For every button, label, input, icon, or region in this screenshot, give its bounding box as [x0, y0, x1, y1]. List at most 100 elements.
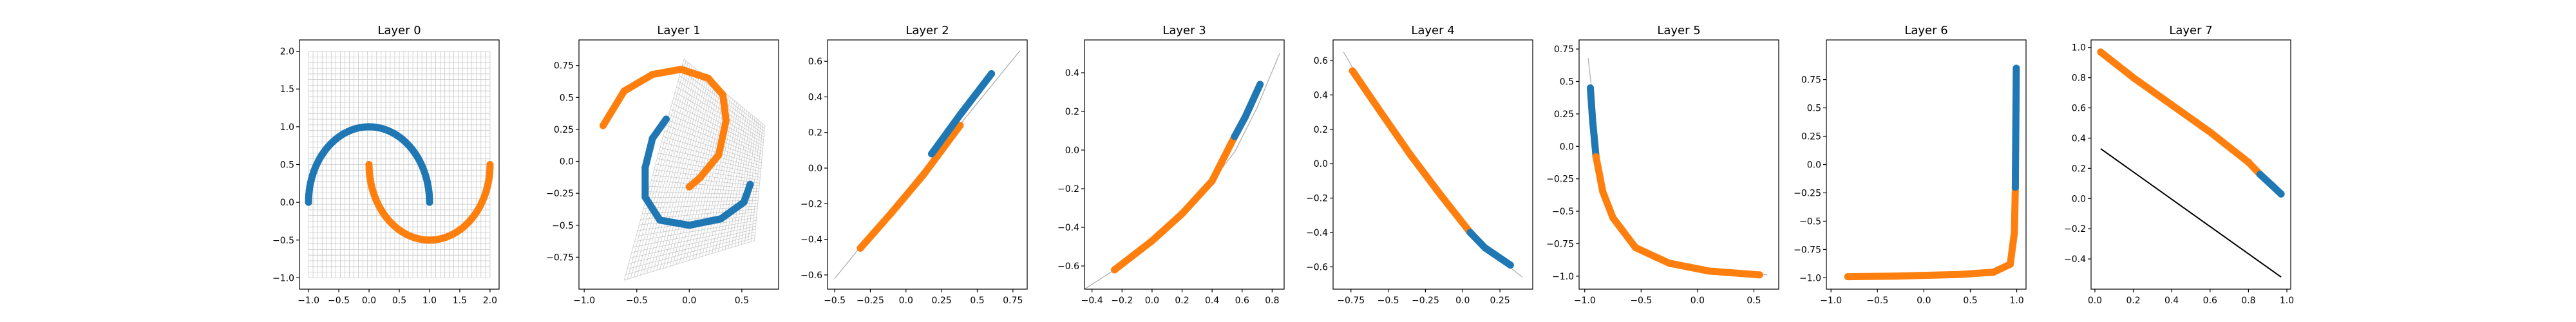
y-tick-label: −0.4: [1057, 223, 1079, 233]
grid-line: [718, 107, 743, 252]
y-tick-label: −0.25: [1546, 175, 1574, 185]
x-tick-label: 0.6: [2203, 296, 2217, 306]
y-tick-label: 0.0: [560, 157, 574, 167]
x-tick-label: −0.2: [1111, 296, 1133, 306]
y-tick-label: 0.5: [280, 160, 294, 171]
data-point: [746, 180, 754, 188]
y-tick-label: 0.5: [1560, 77, 1574, 88]
series-blue: [305, 123, 433, 206]
subplot-title: Layer 1: [657, 24, 700, 37]
axes-frame: [827, 39, 1028, 290]
y-tick-label: −0.2: [800, 199, 822, 209]
y-tick-label: 0.0: [1065, 146, 1079, 156]
reference-line: [1084, 53, 1280, 289]
x-tick-label: −0.4: [1081, 296, 1103, 306]
plot-area: [834, 50, 1021, 279]
x-tick-label: 0.0: [2088, 296, 2102, 306]
data-point: [662, 115, 670, 123]
plot-area: [1587, 58, 1768, 279]
data-point: [1377, 108, 1385, 116]
y-tick-label: −0.25: [1794, 188, 1821, 198]
series-band: [600, 66, 730, 191]
data-point: [857, 244, 864, 252]
y-tick-label: −0.5: [552, 221, 574, 231]
data-point: [1148, 237, 1156, 245]
data-point: [1957, 270, 1965, 278]
x-tick-label: 0.2: [1175, 296, 1189, 306]
series-band: [2097, 48, 2264, 178]
y-tick-label: −0.2: [1306, 194, 1328, 204]
data-point: [1892, 272, 1900, 280]
plot-area: [305, 51, 494, 278]
x-tick-label: −0.25: [1412, 296, 1439, 306]
x-tick-label: 0.0: [899, 296, 913, 306]
x-tick-label: −0.5: [824, 296, 846, 306]
x-tick-label: 0.0: [1455, 296, 1470, 306]
x-tick-label: 0.0: [1917, 296, 1931, 306]
y-tick-label: 0.0: [1560, 142, 1574, 152]
grid-line: [675, 91, 764, 144]
y-tick-label: 0.6: [1314, 56, 1328, 66]
data-point: [1466, 229, 1474, 236]
y-tick-label: 0.4: [808, 92, 822, 102]
y-tick-label: 0.0: [2072, 194, 2086, 204]
y-tick-label: 0.0: [1314, 159, 1328, 169]
data-point: [715, 151, 723, 159]
y-tick-label: 0.2: [808, 128, 822, 138]
data-point: [719, 91, 726, 99]
plot-area: [1343, 52, 1523, 278]
data-point: [888, 209, 896, 216]
x-tick-label: 0.2: [2126, 296, 2140, 306]
data-point: [1990, 269, 1997, 276]
plot-area: [1844, 64, 2020, 281]
x-tick-label: 0.0: [682, 296, 696, 306]
subplot-2: −0.5 −0.25 0.0 0.25 0.5 0.75 −0.6 −0.4 −0.2 0.0 0.…: [800, 24, 1028, 306]
subplot-title: Layer 3: [1162, 24, 1206, 37]
series-orange: [2097, 48, 2264, 178]
data-point: [426, 198, 433, 206]
subplot-1: −1.0 −0.5 0.0 0.5 −0.75 −0.5 −0.25 0.0 0.25 0.5 0.…: [546, 24, 779, 306]
grid-line: [712, 104, 739, 254]
grid-line: [668, 114, 762, 155]
data-point: [1599, 188, 1607, 196]
data-point: [1506, 261, 1514, 269]
data-point: [717, 215, 724, 223]
series-band: [1111, 133, 1238, 274]
grid-line: [734, 115, 753, 247]
data-point: [2206, 128, 2214, 136]
y-tick-label: 0.75: [1801, 75, 1821, 86]
y-tick-label: 0.2: [1314, 125, 1328, 135]
data-point: [600, 122, 607, 129]
data-point: [1256, 80, 1264, 88]
subplot-3: −0.4 −0.2 0.0 0.2 0.4 0.6 0.8 −0.6 −0.4 −0.2 0.0 0.…: [1057, 24, 1285, 306]
data-point: [705, 75, 712, 82]
data-point: [988, 70, 996, 77]
y-tick-label: −0.2: [2064, 224, 2086, 234]
series-band: [1592, 153, 1763, 279]
axes-frame: [2090, 39, 2291, 290]
data-point: [1592, 153, 1600, 160]
subplot-title: Layer 0: [377, 24, 421, 37]
data-point: [2012, 64, 2020, 72]
y-tick-label: 0.4: [2072, 133, 2086, 144]
data-point: [2097, 48, 2105, 56]
x-tick-label: 0.5: [1963, 296, 1977, 306]
data-point: [722, 117, 730, 124]
plot-area: [600, 59, 766, 281]
grid-line: [708, 102, 737, 255]
data-point: [677, 66, 685, 73]
data-point: [649, 135, 656, 142]
x-tick-label: −0.5: [1378, 296, 1399, 306]
x-tick-label: −0.25: [857, 296, 884, 306]
data-point: [1111, 266, 1119, 274]
data-point: [641, 193, 649, 201]
y-tick-label: 2.0: [280, 47, 294, 57]
x-tick-label: 0.0: [1145, 296, 1159, 306]
data-point: [2007, 260, 2014, 268]
y-tick-label: 0.6: [808, 57, 822, 67]
y-tick-label: 0.6: [2072, 104, 2086, 114]
data-point: [620, 87, 628, 95]
data-point: [1231, 133, 1238, 140]
x-tick-label: 0.8: [2241, 296, 2255, 306]
axes-frame: [1084, 39, 1285, 290]
